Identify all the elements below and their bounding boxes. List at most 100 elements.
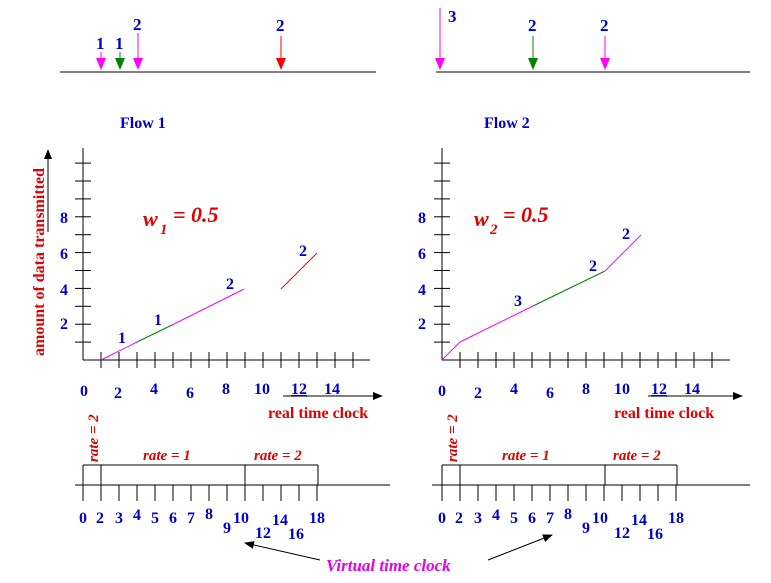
virtual-tick-label: 4	[133, 507, 141, 524]
virtual-tick-label: 0	[438, 510, 446, 527]
x-tick-label: 4	[150, 381, 158, 398]
segment-label: 2	[622, 226, 630, 243]
virtual-tick-labels-right: 0 2 3 4 5 6 7 8 9 10 12 14 16 18	[438, 506, 684, 543]
rate-label: rate = 2	[445, 414, 461, 462]
flow2-weight: w 2 = 0.5	[474, 202, 549, 238]
virtual-tick-label: 10	[233, 510, 249, 527]
virtual-tick-label: 3	[474, 510, 482, 527]
x-tick-label: 2	[114, 385, 122, 402]
virtual-tick-label: 0	[79, 510, 87, 527]
virtual-tick-label: 6	[528, 510, 536, 527]
rate-brackets-right: rate = 2 rate = 1 rate = 2	[441, 414, 678, 485]
flow2-chart: 2 4 6 8 0 2 4 6 8 10 12 14 real time clo…	[418, 148, 743, 422]
rate-label: rate = 2	[613, 448, 661, 464]
x-tick-label: 6	[546, 385, 554, 402]
y-axis-label: amount of data transmitted	[31, 168, 48, 356]
virtual-tick-label: 10	[592, 510, 608, 527]
x-tick-label: 0	[80, 383, 88, 400]
flow1-chart: 2 4 6 8 0 2 4 6 8 10 12 14 real time clo…	[60, 148, 383, 422]
flow2-segment-2	[459, 305, 534, 343]
y-tick-label: 8	[60, 210, 68, 227]
arrival-right-2: 2	[528, 16, 538, 70]
arrival-left-4: 2	[276, 16, 286, 70]
x-tick-label: 8	[222, 381, 230, 398]
arrival-label: 1	[115, 34, 124, 53]
y-tick-label: 6	[418, 246, 426, 263]
flow1-segment-4	[280, 252, 318, 290]
virtual-time-label: Virtual time clock	[326, 556, 451, 575]
virtual-tick-label: 8	[205, 506, 213, 523]
virtual-tick-label: 14	[631, 512, 647, 529]
arrival-label: 1	[96, 34, 105, 53]
virtual-tick-label: 16	[288, 526, 304, 543]
arrival-label: 2	[276, 16, 285, 35]
virtual-tick-label: 12	[255, 525, 271, 542]
arrival-label: 2	[528, 16, 537, 35]
x-tick-label: 8	[582, 381, 590, 398]
segment-label: 1	[154, 312, 162, 329]
virtual-tick-label: 2	[455, 510, 463, 527]
x-tick-label: 4	[510, 381, 518, 398]
x-tick-label: 14	[324, 381, 340, 398]
virtual-tick-label: 6	[169, 510, 177, 527]
segment-label: 3	[514, 293, 522, 310]
virtual-tick-label: 5	[151, 510, 159, 527]
flow2-x-ticks	[459, 352, 713, 368]
flow2-x-tick-labels: 0 2 4 6 8 10 12 14	[438, 381, 700, 402]
weight-symbol: w	[143, 206, 158, 231]
virtual-pointer-left	[244, 541, 321, 561]
weight-value: = 0.5	[173, 202, 219, 227]
virtual-tick-label: 14	[272, 512, 288, 529]
y-tick-label: 8	[418, 210, 426, 227]
weight-subscript: 1	[160, 222, 168, 238]
flow1-x-axis-label: real time clock	[268, 405, 368, 422]
flow2-y-tick-labels: 2 4 6 8	[418, 210, 426, 333]
arrival-right-1: 3	[435, 7, 457, 70]
virtual-tick-label: 7	[546, 510, 554, 527]
x-tick-label: 6	[186, 385, 194, 402]
rate-label: rate = 1	[143, 448, 191, 464]
flow1-segment-2	[136, 324, 173, 343]
weight-subscript: 2	[489, 222, 498, 238]
virtual-tick-label: 3	[115, 510, 123, 527]
x-tick-label: 0	[438, 383, 446, 400]
flow2-segment-1	[441, 341, 461, 361]
y-tick-label: 6	[60, 246, 68, 263]
flow1-segment-1	[100, 341, 138, 361]
segment-label: 2	[589, 258, 597, 275]
y-tick-label: 4	[418, 282, 426, 299]
rate-label: rate = 2	[254, 448, 302, 464]
flow2-x-axis-label: real time clock	[614, 405, 714, 422]
flow1-title: Flow 1	[120, 115, 166, 132]
arrival-left-2: 1	[115, 34, 125, 70]
segment-label: 2	[226, 276, 234, 293]
arrival-left-3: 2	[133, 15, 143, 70]
virtual-tick-label: 9	[582, 520, 590, 537]
virtual-pointer-right	[487, 534, 553, 561]
y-tick-label: 4	[60, 282, 68, 299]
virtual-tick-label: 9	[223, 520, 231, 537]
flow2-y-ticks	[434, 162, 450, 343]
y-tick-label: 2	[60, 316, 68, 333]
y-tick-label: 2	[418, 316, 426, 333]
virtual-tick-labels-left: 0 2 3 4 5 6 7 8 9 10 12 14 16 18	[79, 506, 325, 543]
rate-brackets-left: rate = 2 rate = 1 rate = 2	[82, 414, 319, 485]
flow1-x-tick-labels: 0 2 4 6 8 10 12 14	[80, 381, 340, 402]
virtual-tick-label: 4	[492, 507, 500, 524]
rate-label: rate = 1	[502, 448, 550, 464]
x-tick-label: 2	[474, 385, 482, 402]
flow2-segment-3	[532, 270, 606, 307]
weight-symbol: w	[474, 206, 489, 231]
flow1-y-tick-labels: 2 4 6 8	[60, 210, 68, 333]
virtual-tick-label: 16	[647, 526, 663, 543]
virtual-tick-label: 12	[614, 525, 630, 542]
flow1-y-ticks	[75, 162, 91, 343]
arrival-label: 3	[448, 7, 457, 26]
weight-value: = 0.5	[503, 202, 549, 227]
arrival-label: 2	[133, 15, 142, 34]
virtual-tick-label: 2	[96, 510, 104, 527]
virtual-tick-label: 18	[668, 510, 684, 527]
x-tick-label: 12	[651, 381, 667, 398]
